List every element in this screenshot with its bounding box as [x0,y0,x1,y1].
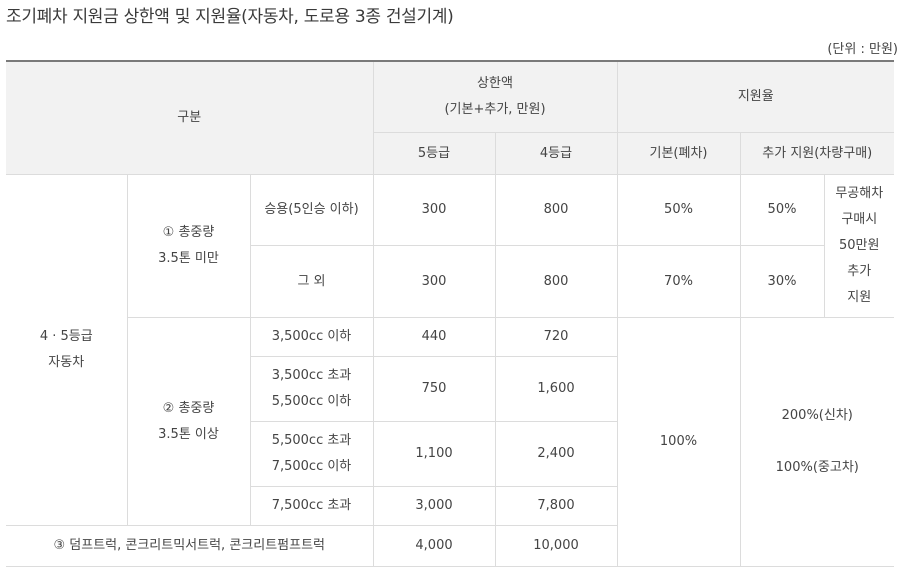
grade4-value: 800 [494,174,618,246]
grade4-value: 2,400 [494,421,617,487]
grade4-value: 720 [494,317,618,357]
header-grade4: 4등급 [494,132,618,175]
big-basic-rate: 100% [616,317,741,567]
grade5-value: 300 [372,245,496,318]
header-rate: 지원율 [616,60,895,133]
table-row: 5,500cc 초과 7,500cc 이하 1,100 2,400 [6,421,894,487]
header-row-1: 구분 상한액 (기본+추가, 만원) 지원율 [6,60,895,175]
big-additional-line2: 100%(중고차) [775,460,859,475]
sub2-line1: ② 총중량 [162,400,215,416]
additional-rate: 30% [739,245,824,318]
table-row: 7,500cc 초과 3,000 7,800 [6,486,894,526]
grade4-value: 1,600 [494,356,617,422]
table-row: 그 외 300 800 70% 30% [6,245,894,318]
big-additional-rate: 200%(신차) 100%(중고차) [739,317,895,567]
basic-rate: 50% [616,174,741,246]
subsidy-table: 구분 상한액 (기본+추가, 만원) 지원율 5등급 4등급 기본(폐차) 추가… [6,60,895,567]
grade5-value: 440 [372,317,496,357]
table-row: ③ 덤프트럭, 콘크리트믹서트럭, 콘크리트펌프트럭 4,000 10,000 [6,525,894,567]
extra-note-line: 구매시 [841,212,878,227]
sub2-line2: 3.5톤 이상 [158,426,219,442]
table-row: 4 · 5등급 자동차 ① 총중량 3.5톤 미만 승용(5인승 이하) 300… [6,174,895,526]
group-cell: 4 · 5등급 자동차 [6,174,128,526]
trucks-label: ③ 덤프트럭, 콘크리트믹서트럭, 콘크리트펌프트럭 [6,525,374,567]
extra-note-line: 50만원 [839,238,880,253]
header-cap-line2: (기본+추가, 만원) [444,102,546,117]
header-cap-line1: 상한액 [477,76,513,91]
row-label-line2: 5,500cc 이하 [271,394,352,409]
additional-rate: 50% [739,174,825,246]
extra-note-line: 지원 [847,290,872,305]
row-label: 3,500cc 초과 5,500cc 이하 [250,356,374,422]
row-label: 승용(5인승 이하) [249,174,374,246]
grade5-value: 4,000 [372,525,496,567]
grade4-value: 7,800 [494,486,617,526]
grade5-value: 3,000 [372,486,496,526]
group-line2: 자동차 [48,355,85,370]
row-label: 5,500cc 초과 7,500cc 이하 [250,421,374,487]
row-label-line1: 3,500cc 초과 [271,368,352,383]
grade5-value: 750 [372,356,496,422]
extra-note: 무공해차 구매시 50만원 추가 지원 [823,174,895,318]
basic-rate: 70% [616,245,741,318]
grade5-value: 300 [372,174,496,246]
spacer [741,429,895,455]
row-label: 3,500cc 이하 [249,317,374,357]
table-row: ② 총중량 3.5톤 이상 3,500cc 이하 440 720 100% 20… [6,317,895,567]
row-label-line1: 5,500cc 초과 [271,433,352,448]
group-line1: 4 · 5등급 [39,329,93,344]
header-cap: 상한액 (기본+추가, 만원) [372,60,618,133]
header-additional: 추가 지원(차량구매) [739,132,895,175]
row-label: 7,500cc 초과 [250,486,374,526]
header-grade5: 5등급 [373,132,496,175]
header-basic: 기본(폐차) [616,132,741,175]
extra-note-line: 추가 [847,264,872,279]
unit-note: (단위 : 만원) [827,42,898,57]
grade4-value: 800 [494,245,618,318]
row-label-line2: 7,500cc 이하 [271,459,352,474]
sub2-cell: ② 총중량 3.5톤 이상 [127,317,251,526]
sub1-line1: ① 총중량 [162,225,215,240]
row-label: 그 외 [250,245,374,318]
sub1-line2: 3.5톤 미만 [158,251,219,266]
grade4-value: 10,000 [494,525,617,567]
sub1-cell: ① 총중량 3.5톤 미만 [126,174,251,318]
table-row: 3,500cc 초과 5,500cc 이하 750 1,600 [6,356,894,422]
grade5-value: 1,100 [372,421,496,487]
header-category: 구분 [6,60,374,175]
page-title: 조기폐차 지원금 상한액 및 지원율(자동차, 도로용 3종 건설기계) [6,7,454,27]
extra-note-line: 무공해차 [835,186,884,201]
big-additional-line1: 200%(신차) [781,408,853,423]
